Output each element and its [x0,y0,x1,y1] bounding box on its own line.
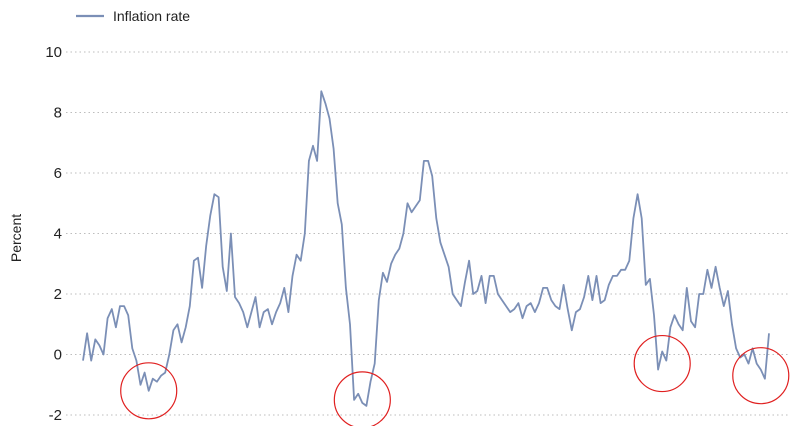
highlight-circle [732,347,790,405]
y-tick-label: 0 [54,347,62,364]
y-tick-label: -2 [49,407,62,424]
highlight-circle [333,371,391,426]
series-layer [82,90,770,407]
y-tick-label: 2 [54,286,62,303]
highlight-circle [120,362,178,420]
legend-label-inflation-rate: Inflation rate [113,8,190,24]
gridlines [66,51,788,416]
series-line-inflation-rate [82,90,770,407]
highlight-circle [633,334,691,393]
y-tick-labels: 10 8 6 4 2 0 -2 [45,44,62,424]
y-tick-label: 4 [54,226,62,243]
y-tick-label: 6 [54,165,62,182]
highlight-circles [120,334,790,426]
y-tick-label: 10 [45,44,62,61]
y-axis-title: Percent [8,214,24,262]
legend: Inflation rate [76,8,190,24]
y-tick-label: 8 [54,105,62,122]
